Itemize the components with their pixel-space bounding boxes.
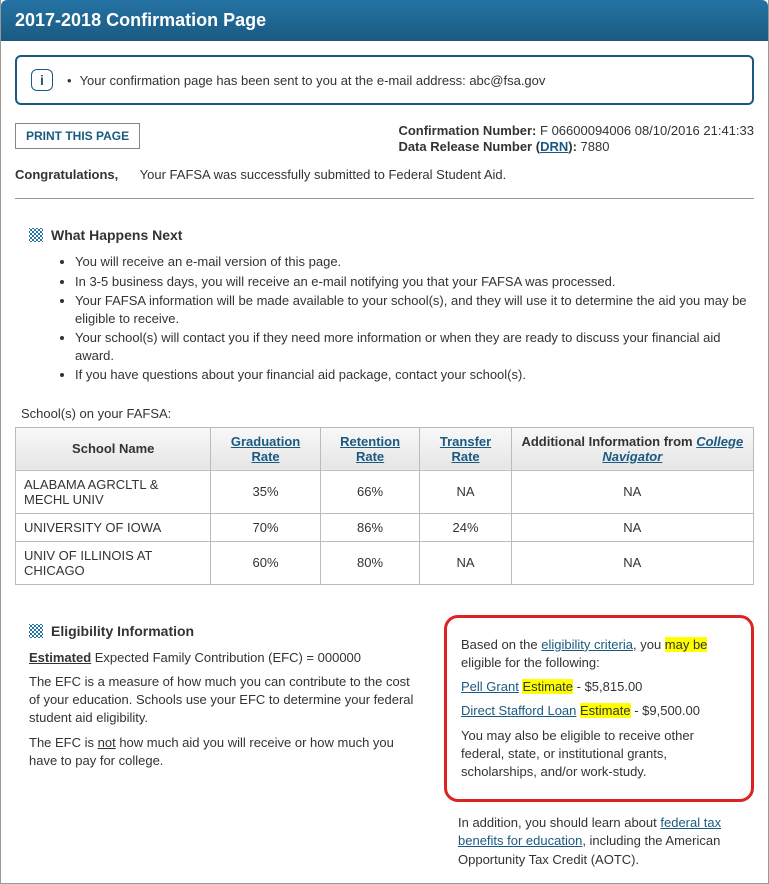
pell-line: Pell Grant Estimate - $5,815.00 bbox=[461, 678, 737, 696]
efc-explain-1: The EFC is a measure of how much you can… bbox=[29, 673, 424, 728]
school-name: ALABAMA AGRCLTL & MECHL UNIV bbox=[16, 470, 211, 513]
pell-estimate-highlight: Estimate bbox=[522, 679, 573, 694]
table-row: UNIV OF ILLINOIS AT CHICAGO60%80%NANA bbox=[16, 541, 754, 584]
retention-rate: 86% bbox=[320, 513, 420, 541]
dots-icon bbox=[29, 228, 43, 242]
confirmation-number-value: F 06600094006 08/10/2016 21:41:33 bbox=[540, 123, 754, 138]
col-graduation-rate[interactable]: Graduation Rate bbox=[231, 434, 300, 464]
congrats-line: Congratulations, Your FAFSA was successf… bbox=[15, 167, 754, 182]
confirmation-number-label: Confirmation Number: bbox=[398, 123, 536, 138]
retention-rate: 66% bbox=[320, 470, 420, 513]
retention-rate: 80% bbox=[320, 541, 420, 584]
col-additional-info: Additional Information from College Navi… bbox=[511, 427, 753, 470]
transfer-rate: 24% bbox=[420, 513, 511, 541]
loan-estimate-highlight: Estimate bbox=[580, 703, 631, 718]
congrats-text: Your FAFSA was successfully submitted to… bbox=[140, 167, 507, 182]
notice-box: i Your confirmation page has been sent t… bbox=[15, 55, 754, 105]
additional-info: In addition, you should learn about fede… bbox=[444, 814, 754, 869]
elig-heading-text: Eligibility Information bbox=[51, 623, 194, 639]
table-row: ALABAMA AGRCLTL & MECHL UNIV35%66%NANA bbox=[16, 470, 754, 513]
additional-info-cell: NA bbox=[511, 541, 753, 584]
table-row: UNIVERSITY OF IOWA70%86%24%NA bbox=[16, 513, 754, 541]
confirmation-info: Confirmation Number: F 06600094006 08/10… bbox=[398, 123, 754, 155]
additional-info-cell: NA bbox=[511, 470, 753, 513]
eligibility-heading: Eligibility Information bbox=[29, 623, 424, 639]
drn-label-2: ): bbox=[568, 139, 577, 154]
school-name: UNIVERSITY OF IOWA bbox=[16, 513, 211, 541]
next-heading-text: What Happens Next bbox=[51, 227, 182, 243]
direct-stafford-loan-link[interactable]: Direct Stafford Loan bbox=[461, 703, 576, 718]
col-transfer-rate[interactable]: Transfer Rate bbox=[440, 434, 491, 464]
eligibility-criteria-link[interactable]: eligibility criteria bbox=[541, 637, 633, 652]
col-school-name: School Name bbox=[16, 427, 211, 470]
congrats-heading: Congratulations, bbox=[15, 167, 118, 182]
loan-line: Direct Stafford Loan Estimate - $9,500.0… bbox=[461, 702, 737, 720]
grad-rate: 35% bbox=[211, 470, 320, 513]
eligibility-section: Eligibility Information Estimated Expect… bbox=[29, 615, 754, 869]
page-header: 2017-2018 Confirmation Page bbox=[1, 0, 768, 41]
elig-intro: Based on the eligibility criteria, you m… bbox=[461, 636, 737, 672]
schools-table: School Name Graduation Rate Retention Ra… bbox=[15, 427, 754, 585]
separator bbox=[15, 198, 754, 199]
efc-bold: Estimated bbox=[29, 650, 91, 665]
school-name: UNIV OF ILLINOIS AT CHICAGO bbox=[16, 541, 211, 584]
maybe-highlight: may be bbox=[665, 637, 708, 652]
loan-value: - $9,500.00 bbox=[631, 703, 700, 718]
addl-pre: Additional Information from bbox=[521, 434, 696, 449]
drn-link[interactable]: DRN bbox=[540, 139, 568, 154]
schools-caption: School(s) on your FAFSA: bbox=[21, 406, 754, 421]
next-item: Your school(s) will contact you if they … bbox=[75, 329, 754, 364]
next-item: In 3-5 business days, you will receive a… bbox=[75, 273, 754, 291]
efc-rest: Expected Family Contribution (EFC) = 000… bbox=[91, 650, 361, 665]
drn-value: 7880 bbox=[581, 139, 610, 154]
drn-label-1: Data Release Number ( bbox=[398, 139, 540, 154]
page-title: 2017-2018 Confirmation Page bbox=[15, 10, 266, 30]
transfer-rate: NA bbox=[420, 541, 511, 584]
additional-info-cell: NA bbox=[511, 513, 753, 541]
pell-value: - $5,815.00 bbox=[573, 679, 642, 694]
also-eligible: You may also be eligible to receive othe… bbox=[461, 727, 737, 782]
efc-explain-2: The EFC is not how much aid you will rec… bbox=[29, 734, 424, 770]
next-item: Your FAFSA information will be made avai… bbox=[75, 292, 754, 327]
grad-rate: 60% bbox=[211, 541, 320, 584]
top-row: PRINT THIS PAGE Confirmation Number: F 0… bbox=[15, 123, 754, 155]
next-list: You will receive an e-mail version of th… bbox=[61, 253, 754, 384]
pell-grant-link[interactable]: Pell Grant bbox=[461, 679, 519, 694]
transfer-rate: NA bbox=[420, 470, 511, 513]
efc-line: Estimated Expected Family Contribution (… bbox=[29, 649, 424, 667]
next-item: If you have questions about your financi… bbox=[75, 366, 754, 384]
eligibility-highlight-box: Based on the eligibility criteria, you m… bbox=[444, 615, 754, 802]
notice-text: Your confirmation page has been sent to … bbox=[67, 73, 545, 88]
page-body: i Your confirmation page has been sent t… bbox=[1, 41, 768, 883]
print-button[interactable]: PRINT THIS PAGE bbox=[15, 123, 140, 149]
what-happens-next-heading: What Happens Next bbox=[29, 227, 754, 243]
info-icon: i bbox=[31, 69, 53, 91]
next-item: You will receive an e-mail version of th… bbox=[75, 253, 754, 271]
col-retention-rate[interactable]: Retention Rate bbox=[340, 434, 400, 464]
dots-icon bbox=[29, 624, 43, 638]
grad-rate: 70% bbox=[211, 513, 320, 541]
